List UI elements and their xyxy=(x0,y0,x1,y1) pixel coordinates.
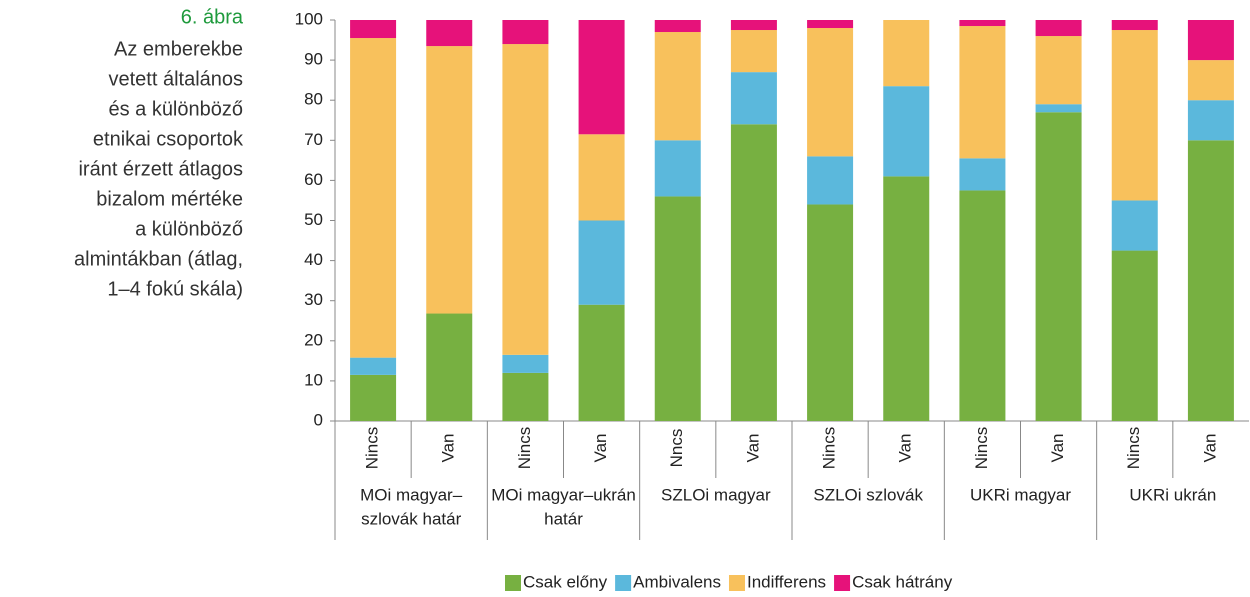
x-tick-label: Nincs xyxy=(515,427,534,470)
bar-segment xyxy=(1111,20,1158,31)
group-label: SZLOi magyar xyxy=(661,485,771,504)
bar-segment xyxy=(1035,20,1082,37)
x-tick-label: Van xyxy=(439,434,458,463)
bar-segment xyxy=(654,32,701,141)
bar-segment xyxy=(730,30,777,73)
bar-segment xyxy=(807,28,854,157)
bar-segment xyxy=(883,176,930,421)
x-tick-label: Van xyxy=(896,434,915,463)
group-label: MOi magyar–ukrán xyxy=(491,485,636,504)
bar-segment xyxy=(578,20,625,135)
bar-segment xyxy=(350,38,397,358)
bar-segment xyxy=(502,354,549,373)
y-tick-label: 20 xyxy=(304,330,323,349)
caption-line: bizalom mértéke xyxy=(96,188,243,210)
bar-segment xyxy=(807,156,854,205)
bar-segment xyxy=(1187,20,1234,61)
x-tick-label: Van xyxy=(1048,434,1067,463)
x-tick-label: Van xyxy=(591,434,610,463)
caption-title: 6. ábra xyxy=(181,6,244,28)
x-tick-label: Nincs xyxy=(363,427,382,470)
caption-line: Az emberekbe xyxy=(114,38,243,60)
bar-segment xyxy=(1187,60,1234,101)
bar-segment xyxy=(883,86,930,177)
bar-segment xyxy=(730,72,777,125)
legend-swatch xyxy=(615,575,632,591)
bar-segment xyxy=(959,190,1006,421)
bar-segment xyxy=(959,26,1006,159)
bar-segment xyxy=(1111,30,1158,201)
bar-segment xyxy=(654,20,701,33)
bar-segment xyxy=(654,196,701,421)
bar-segment xyxy=(350,374,397,421)
bar-segment xyxy=(502,372,549,421)
y-tick-label: 10 xyxy=(304,370,323,389)
caption-line: 1–4 fokú skála) xyxy=(107,278,243,300)
bar-segment xyxy=(350,357,397,375)
bar-segment xyxy=(1035,36,1082,105)
x-tick-label: Nincs xyxy=(972,427,991,470)
bar-segment xyxy=(959,158,1006,191)
legend-swatch xyxy=(728,575,745,591)
caption-line: a különböző xyxy=(135,218,243,240)
caption-line: iránt érzett átlagos xyxy=(78,158,243,180)
bar-segment xyxy=(502,20,549,45)
bar-segment xyxy=(883,20,930,87)
legend-label: Indifferens xyxy=(747,572,826,591)
caption-line: és a különböző xyxy=(108,98,243,120)
y-tick-label: 60 xyxy=(304,170,323,189)
group-label: MOi magyar– xyxy=(360,485,463,504)
legend-swatch xyxy=(834,575,851,591)
x-tick-label: Nncs xyxy=(667,429,686,468)
legend-swatch xyxy=(505,575,521,591)
legend-label: Ambivalens xyxy=(633,572,721,591)
x-tick-label: Van xyxy=(1200,434,1219,463)
bar-segment xyxy=(959,20,1006,27)
x-tick-label: Nincs xyxy=(1124,427,1143,470)
y-tick-label: 100 xyxy=(295,9,323,28)
bar-segment xyxy=(730,20,777,31)
y-tick-label: 80 xyxy=(304,90,323,109)
legend-label: Csak hátrány xyxy=(852,572,953,591)
bar-segment xyxy=(426,313,473,421)
bar-segment xyxy=(1187,140,1234,422)
x-tick-label: Nincs xyxy=(820,427,839,470)
bar-segment xyxy=(578,304,625,421)
y-tick-label: 70 xyxy=(304,130,323,149)
bar-segment xyxy=(807,20,854,29)
bar-segment xyxy=(426,20,473,47)
legend-label: Csak előny xyxy=(523,572,608,591)
bar-segment xyxy=(1111,200,1158,251)
bar-segment xyxy=(426,46,473,314)
bar-segment xyxy=(654,140,701,197)
bar-segment xyxy=(1035,112,1082,421)
bar-segment xyxy=(578,134,625,221)
bar-segment xyxy=(502,44,549,355)
bar-segment xyxy=(1111,250,1158,421)
caption-line: vetett általános xyxy=(108,68,243,90)
caption-line: etnikai csoportok xyxy=(93,128,244,150)
bar-segment xyxy=(578,220,625,305)
bar-segment xyxy=(730,124,777,421)
bar-segment xyxy=(1187,100,1234,141)
y-tick-label: 0 xyxy=(314,410,323,429)
group-label: UKRi ukrán xyxy=(1129,485,1216,504)
group-label: határ xyxy=(544,509,583,528)
y-tick-label: 90 xyxy=(304,50,323,69)
bar-segment xyxy=(350,20,397,39)
bar-segment xyxy=(807,204,854,421)
y-tick-label: 30 xyxy=(304,290,323,309)
group-label: SZLOi szlovák xyxy=(813,485,923,504)
x-tick-label: Van xyxy=(743,434,762,463)
group-label: UKRi magyar xyxy=(970,485,1071,504)
y-tick-label: 40 xyxy=(304,250,323,269)
group-label: szlovák határ xyxy=(361,509,461,528)
caption-line: almintákban (átlag, xyxy=(74,248,243,270)
bar-segment xyxy=(1035,104,1082,113)
y-tick-label: 50 xyxy=(304,210,323,229)
